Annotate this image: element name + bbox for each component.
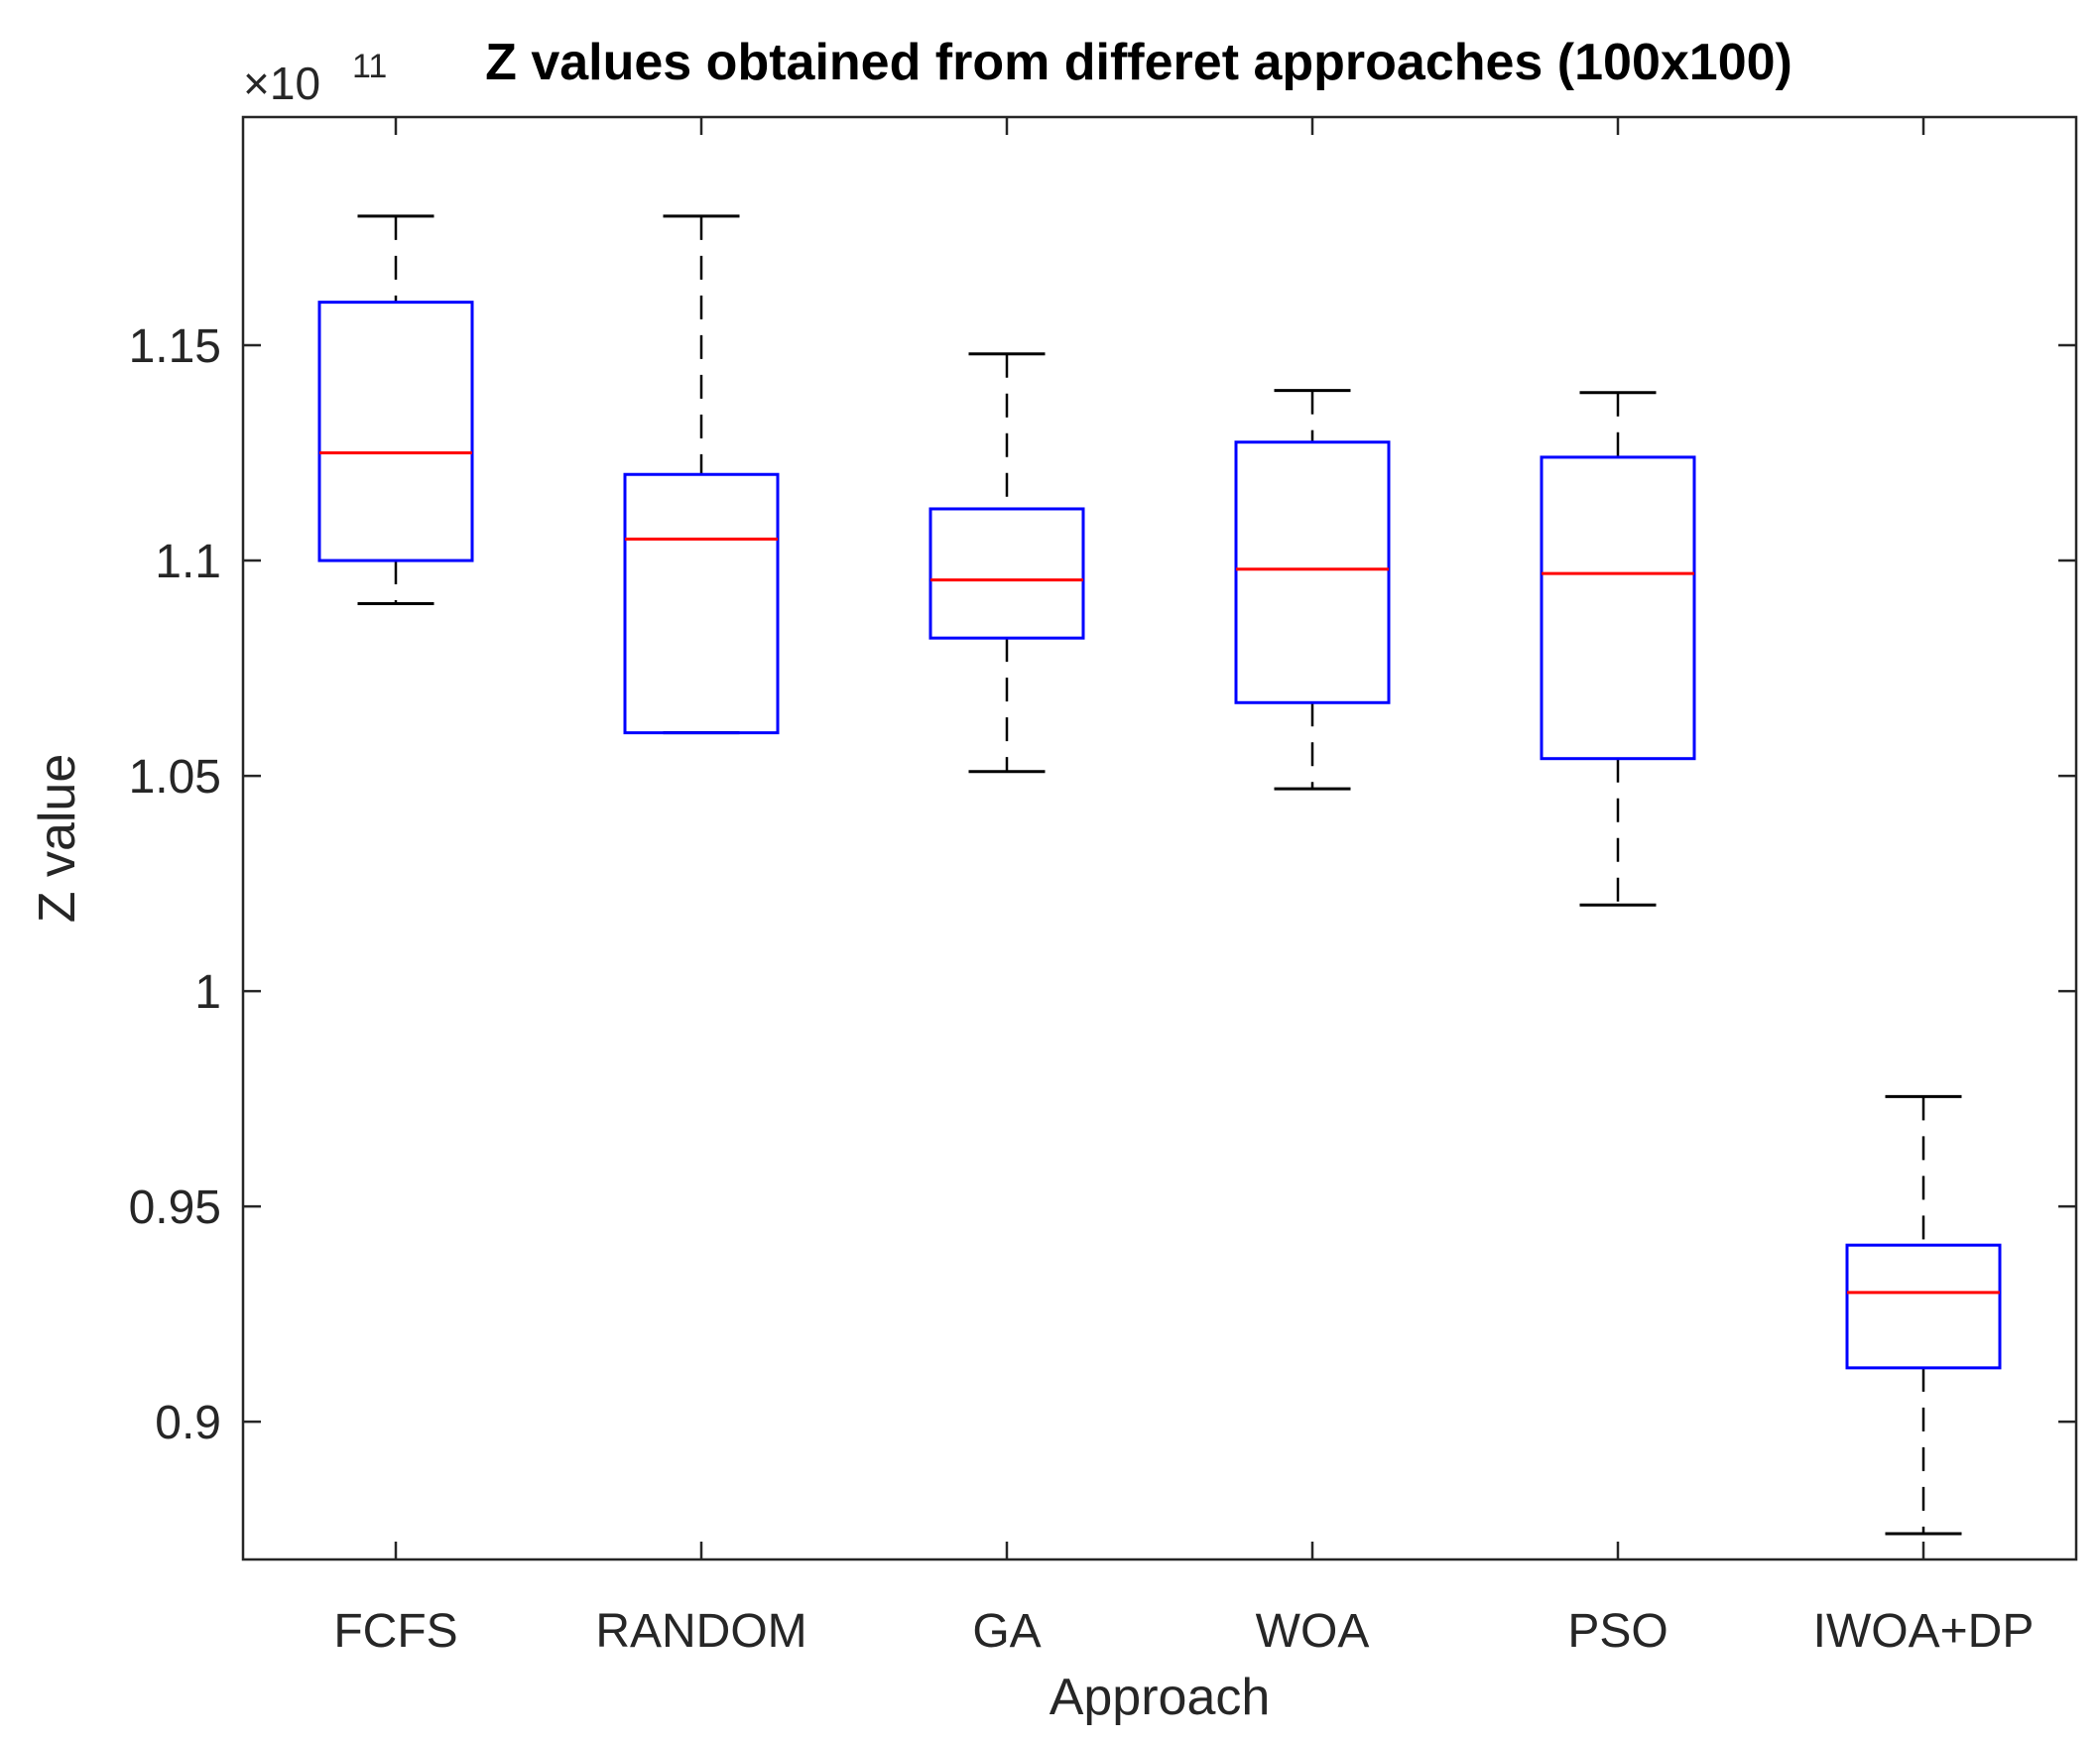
y-tick-label: 1.15 <box>129 320 221 373</box>
y-exponent: ×10 11 <box>243 48 387 109</box>
x-tick-label: IWOA+DP <box>1813 1605 2035 1658</box>
axes-frame <box>241 115 2078 1561</box>
box-ga <box>928 507 1085 640</box>
box-iwoa-dp <box>1845 1243 2002 1370</box>
y-tick-label: 1.1 <box>155 536 221 588</box>
y-exponent-base: ×10 <box>243 58 320 109</box>
y-tick-label: 0.95 <box>129 1182 221 1234</box>
x-tick-label: GA <box>972 1605 1041 1658</box>
x-tick-label: FCFS <box>333 1605 457 1658</box>
x-tick-label: PSO <box>1567 1605 1668 1658</box>
x-tick-label: WOA <box>1256 1605 1370 1658</box>
y-axis-label: Z value <box>29 754 86 924</box>
box-fcfs <box>317 301 474 562</box>
y-tick-label: 1.05 <box>129 751 221 804</box>
box-random <box>623 472 780 735</box>
x-tick-label: RANDOM <box>595 1605 806 1658</box>
x-axis-label: Approach <box>1050 1669 1271 1726</box>
y-tick-label: 1 <box>194 966 221 1019</box>
plot-area: 0.9 0.95 1 1.05 1.1 1.15 FCFS RANDOM GA WOA PSO IWO… <box>129 117 2076 1658</box>
box-woa <box>1234 440 1391 704</box>
y-exponent-power: 11 <box>352 48 387 85</box>
y-tick-label: 0.9 <box>155 1397 221 1449</box>
box-pso <box>1540 455 1696 761</box>
chart-title: Z values obtained from differet approach… <box>485 34 1792 91</box>
